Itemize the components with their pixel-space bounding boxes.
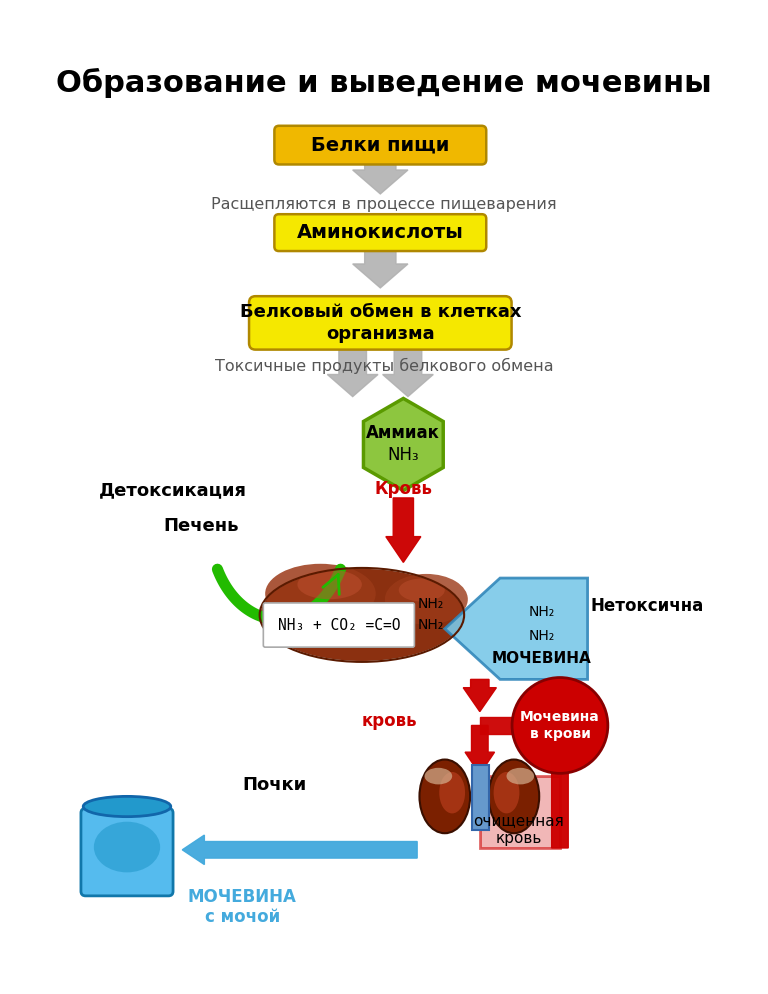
Text: МОЧЕВИНА: МОЧЕВИНА — [492, 651, 591, 666]
FancyArrow shape — [327, 350, 378, 397]
Text: NH₂: NH₂ — [528, 629, 554, 643]
Ellipse shape — [260, 569, 463, 661]
Ellipse shape — [385, 574, 468, 624]
FancyBboxPatch shape — [249, 296, 511, 350]
FancyArrow shape — [545, 678, 574, 848]
Text: NH₃: NH₃ — [388, 445, 419, 463]
FancyArrow shape — [382, 350, 433, 397]
Text: Аминокислоты: Аминокислоты — [297, 223, 464, 243]
Text: NH₃ + CO₂ =C=O: NH₃ + CO₂ =C=O — [277, 617, 400, 632]
Text: Образование и выведение мочевины: Образование и выведение мочевины — [56, 69, 712, 98]
Text: Белковый обмен в клетках
организма: Белковый обмен в клетках организма — [240, 303, 521, 343]
FancyArrow shape — [353, 164, 408, 194]
Ellipse shape — [425, 767, 452, 784]
Text: Мочевина
в крови: Мочевина в крови — [520, 711, 600, 741]
Text: NH₂: NH₂ — [528, 605, 554, 619]
Text: Белки пищи: Белки пищи — [311, 135, 449, 155]
Text: Аммиак: Аммиак — [366, 423, 440, 441]
Ellipse shape — [419, 759, 470, 833]
FancyBboxPatch shape — [81, 808, 173, 896]
Text: Токсичные продукты белкового обмена: Токсичные продукты белкового обмена — [215, 358, 553, 375]
FancyBboxPatch shape — [274, 126, 486, 164]
Ellipse shape — [439, 772, 465, 813]
Text: Почки: Почки — [242, 776, 306, 794]
Circle shape — [512, 678, 607, 773]
FancyArrow shape — [353, 251, 408, 288]
Text: кровь: кровь — [362, 712, 417, 730]
Ellipse shape — [399, 579, 445, 601]
Text: Детоксикация: Детоксикация — [99, 481, 247, 500]
Ellipse shape — [297, 570, 362, 599]
Polygon shape — [445, 579, 588, 679]
Bar — [480, 776, 560, 848]
FancyArrow shape — [386, 498, 421, 563]
FancyArrow shape — [480, 717, 512, 734]
Ellipse shape — [494, 772, 519, 813]
FancyArrow shape — [465, 726, 495, 774]
FancyArrow shape — [182, 835, 417, 865]
Text: очищенная
кровь: очищенная кровь — [473, 813, 564, 846]
Text: Расщепляются в процессе пищеварения: Расщепляются в процессе пищеварения — [211, 198, 557, 213]
Ellipse shape — [94, 822, 161, 873]
Polygon shape — [363, 399, 443, 491]
Ellipse shape — [488, 759, 539, 833]
Text: NH₂: NH₂ — [417, 596, 443, 611]
FancyArrow shape — [463, 679, 496, 712]
Text: МОЧЕВИНА
с мочой: МОЧЕВИНА с мочой — [187, 888, 296, 926]
FancyBboxPatch shape — [274, 214, 486, 251]
Text: Печень: Печень — [163, 517, 238, 535]
Ellipse shape — [265, 564, 376, 623]
Text: NH₂: NH₂ — [417, 618, 443, 632]
Text: Кровь: Кровь — [374, 480, 432, 498]
Ellipse shape — [83, 796, 170, 817]
Text: Нетоксична: Нетоксична — [591, 596, 704, 614]
Ellipse shape — [507, 767, 535, 784]
Bar — [472, 765, 489, 830]
FancyBboxPatch shape — [263, 603, 415, 647]
